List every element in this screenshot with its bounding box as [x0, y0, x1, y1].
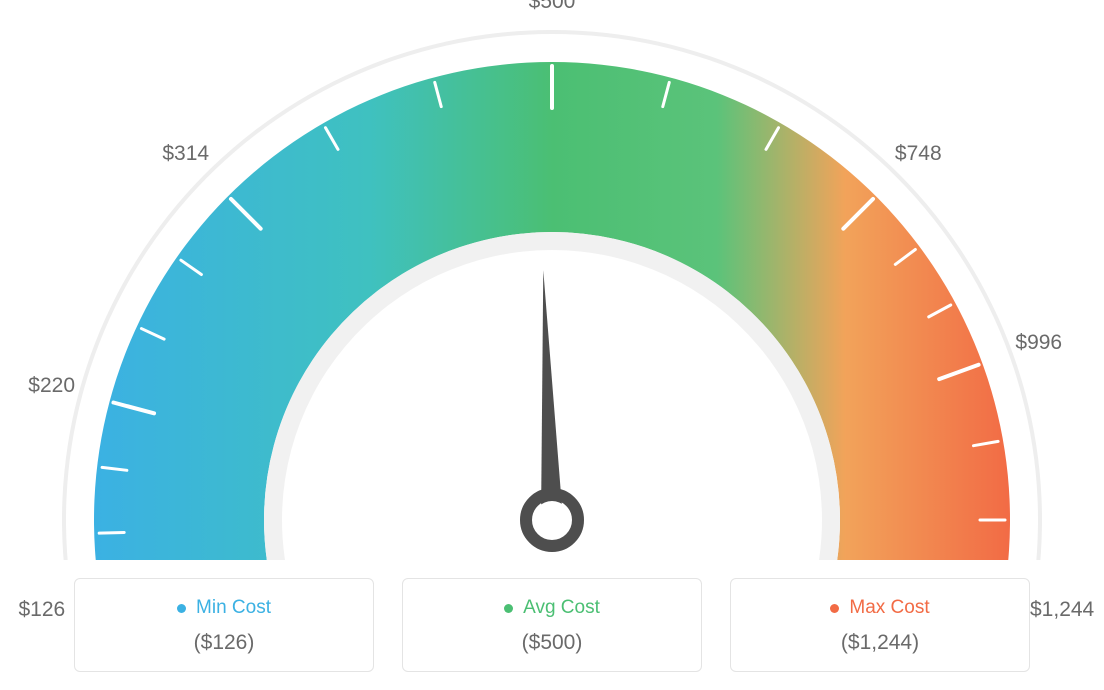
legend-dot-min	[177, 604, 186, 613]
scale-label: $314	[162, 142, 209, 166]
legend-card-min: Min Cost ($126)	[74, 578, 374, 672]
scale-label: $220	[28, 374, 75, 398]
gauge-svg	[0, 0, 1104, 560]
legend-dot-max	[830, 604, 839, 613]
legend-label-max: Max Cost	[849, 597, 929, 619]
scale-label: $748	[895, 142, 942, 166]
legend-card-avg: Avg Cost ($500)	[402, 578, 702, 672]
legend-title-min: Min Cost	[177, 597, 271, 619]
legend-title-max: Max Cost	[830, 597, 929, 619]
legend-title-avg: Avg Cost	[504, 597, 600, 619]
legend-value-max: ($1,244)	[741, 631, 1019, 655]
legend-row: Min Cost ($126) Avg Cost ($500) Max Cost…	[0, 578, 1104, 672]
legend-dot-avg	[504, 604, 513, 613]
scale-label: $996	[1015, 331, 1062, 355]
legend-card-max: Max Cost ($1,244)	[730, 578, 1030, 672]
scale-label: $500	[529, 0, 576, 14]
gauge-area: $126$220$314$500$748$996$1,244	[0, 0, 1104, 560]
legend-value-min: ($126)	[85, 631, 363, 655]
legend-value-avg: ($500)	[413, 631, 691, 655]
legend-label-min: Min Cost	[196, 597, 271, 619]
legend-label-avg: Avg Cost	[523, 597, 600, 619]
gauge-chart-container: $126$220$314$500$748$996$1,244 Min Cost …	[0, 0, 1104, 690]
